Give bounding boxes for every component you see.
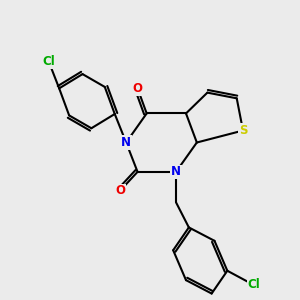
Text: O: O [133,82,142,95]
Text: S: S [239,124,247,137]
Text: N: N [171,165,181,178]
Text: O: O [115,184,125,197]
Text: Cl: Cl [42,55,55,68]
Text: Cl: Cl [248,278,260,292]
Text: N: N [121,136,131,149]
